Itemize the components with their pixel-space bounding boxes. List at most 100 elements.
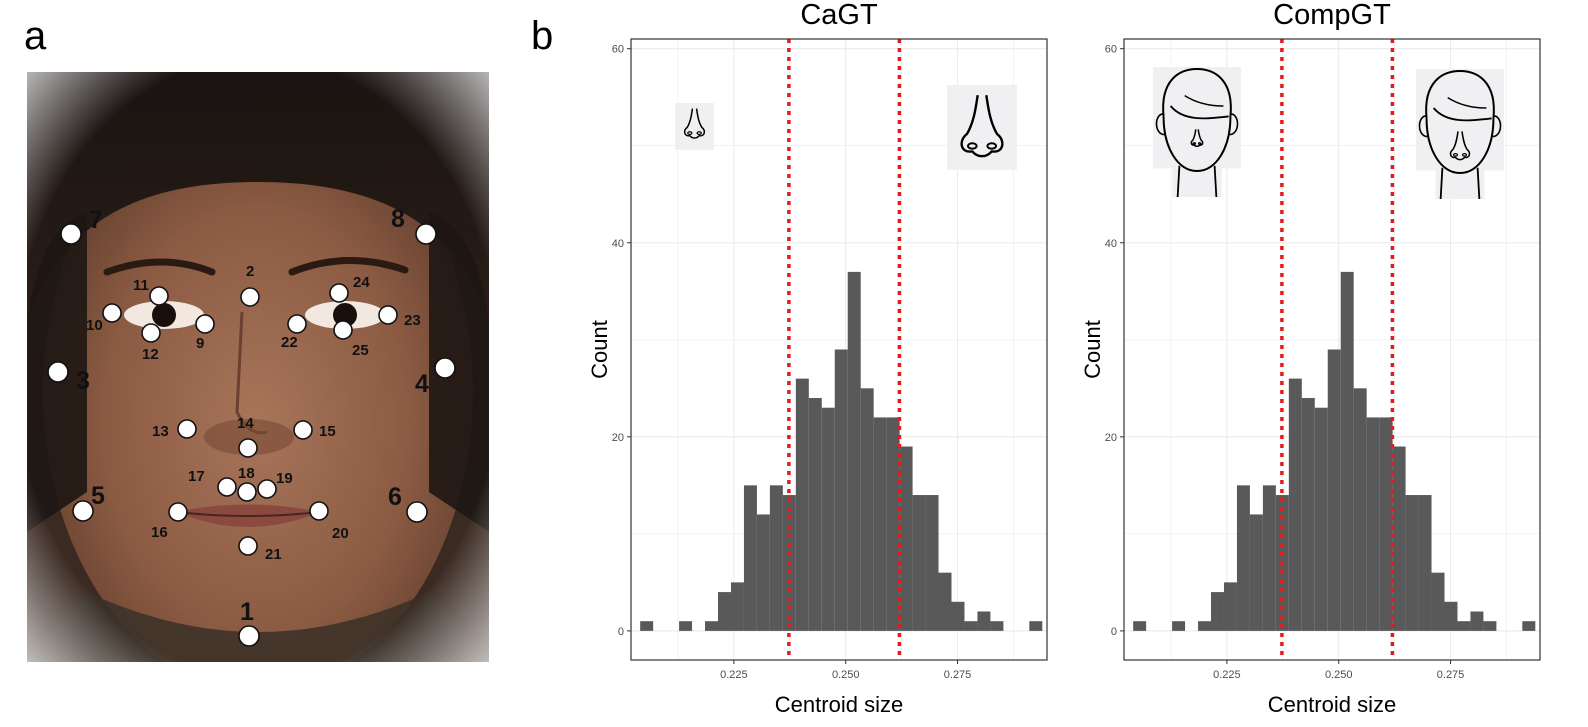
landmark-label-9: 9 [196,335,205,352]
landmark-dot-5 [72,500,94,522]
histogram-bar-19 [1418,495,1432,631]
histogram-bar-24 [1483,621,1497,631]
landmark-dot-14 [238,438,258,458]
face-photo-panel [27,72,489,662]
landmark-dot-18 [237,482,257,502]
landmark-dot-4 [434,357,456,379]
histogram-bar-13 [1340,271,1354,631]
histogram-bar-11 [821,407,835,631]
landmark-dot-21 [238,536,258,556]
panel-border [1123,38,1541,661]
histogram-bar-1 [679,621,693,631]
histogram-bar-25 [1522,621,1536,631]
landmark-dot-10 [102,303,122,323]
landmark-dot-9 [195,314,215,334]
y-tick-label: 20 [612,432,624,444]
panel-border [630,38,1048,661]
landmark-dot-12 [141,323,161,343]
landmark-label-23: 23 [404,312,421,329]
y-tick-label: 20 [1105,432,1117,444]
histogram-bar-16 [886,417,900,631]
photo-vignette [27,72,489,662]
chart-title: CompGT [1273,0,1391,31]
y-axis-label: Count [1080,320,1105,379]
histogram-bar-10 [1301,398,1315,631]
landmark-dot-1 [238,625,260,647]
landmark-label-7: 7 [89,206,103,234]
histogram-bar-6 [1249,514,1263,631]
histogram-bar-6 [756,514,770,631]
landmark-label-14: 14 [237,415,254,432]
histogram-bar-19 [925,495,939,631]
histogram-bar-17 [1392,446,1406,631]
landmark-dot-3 [47,361,69,383]
landmark-label-17: 17 [188,468,205,485]
small-nose-icon [675,103,714,150]
landmark-label-2: 2 [246,263,255,280]
landmark-label-13: 13 [152,423,169,440]
face-photo [27,72,489,662]
x-axis-label: Centroid size [1268,692,1396,717]
landmark-dots [47,223,456,647]
landmark-dot-6 [406,501,428,523]
landmark-label-20: 20 [332,525,349,542]
landmark-label-1: 1 [240,598,254,626]
histogram-bar-25 [1029,621,1043,631]
x-tick-label: 0.250 [1325,669,1353,681]
y-tick-label: 0 [618,626,624,638]
x-tick-label: 0.225 [1213,669,1241,681]
landmark-dot-7 [60,223,82,245]
y-tick-label: 60 [612,44,624,56]
landmark-dot-24 [329,283,349,303]
histogram-bar-5 [743,485,757,631]
histogram-bar-2 [1198,621,1212,631]
x-tick-label: 0.250 [832,669,860,681]
histogram-bar-15 [1366,417,1380,631]
histogram-bar-4 [1223,582,1237,631]
histogram-bar-20 [1431,572,1445,631]
histogram-bar-21 [951,601,965,631]
histogram-bar-13 [847,271,861,631]
histogram-compgt: 0 20 40 60 0.225 0.250 0.275 CompGT Centroid siz… [1080,0,1541,717]
histogram-bar-12 [1327,349,1341,631]
histogram-bar-7 [1262,485,1276,631]
landmark-dot-17 [217,477,237,497]
landmark-dot-2 [240,287,260,307]
histogram-bar-2 [705,621,719,631]
histogram-bar-1 [1172,621,1186,631]
histogram-bar-21 [1444,601,1458,631]
landmark-label-5: 5 [91,482,105,510]
landmark-label-10: 10 [86,317,103,334]
landmark-label-6: 6 [388,483,402,511]
face-large-nose-icon [1416,69,1504,200]
x-tick-label: 0.275 [1437,669,1465,681]
landmark-dot-15 [293,420,313,440]
large-nose-icon [947,85,1017,170]
landmark-label-8: 8 [391,205,405,233]
histogram-bar-7 [769,485,783,631]
landmark-dot-13 [177,419,197,439]
histogram-bar-22 [964,621,978,631]
histogram-bar-0 [640,621,654,631]
histogram-bar-10 [808,398,822,631]
histogram-bar-3 [1211,592,1224,631]
y-tick-label: 40 [1105,238,1117,250]
landmark-label-11: 11 [133,277,149,294]
histogram-cagt: 0 20 40 60 0.225 0.250 0.275 CaGT Centroid size C… [587,0,1048,717]
panel-label-b: b [531,14,554,58]
histogram-bar-9 [795,378,809,631]
landmark-label-25: 25 [352,342,369,359]
histogram-bar-0 [1133,621,1147,631]
histogram-bar-22 [1457,621,1471,631]
x-tick-label: 0.225 [720,669,748,681]
landmark-label-18: 18 [238,465,255,482]
chart-title: CaGT [800,0,878,31]
y-tick-label: 40 [612,238,624,250]
x-axis-label: Centroid size [775,692,903,717]
histogram-bar-23 [1470,611,1484,631]
landmark-label-4: 4 [415,370,429,398]
histogram-bar-14 [860,388,874,631]
landmark-label-24: 24 [353,274,370,291]
landmark-label-22: 22 [281,334,298,351]
landmark-dot-23 [378,305,398,325]
